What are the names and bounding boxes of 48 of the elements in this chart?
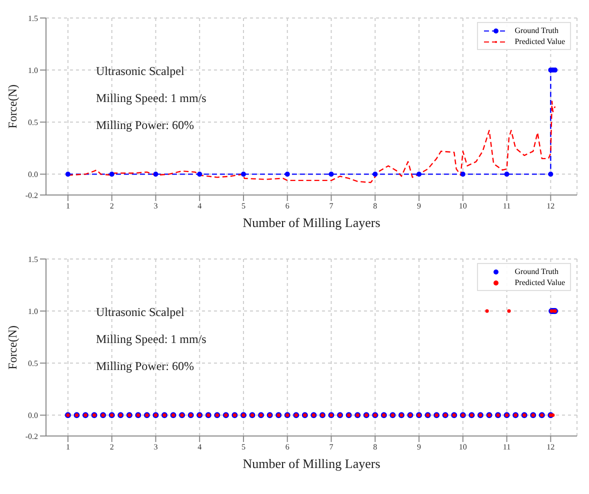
x-tick-label: 12 [546,442,555,452]
x-tick-label: 4 [198,202,202,211]
x-tick-label: 11 [502,442,511,452]
x-tick-label: 9 [417,202,422,211]
x-tick-label: 2 [110,442,114,452]
y-tick-label: 1.0 [28,66,38,75]
legend-label: Ground Truth [514,25,559,36]
x-tick-label: 6 [285,442,290,452]
x-tick-label: 8 [373,202,378,211]
y-tick-label: 0.5 [28,118,38,127]
annotation: Milling Speed: 1 mm/s [96,332,206,347]
x-tick-label: 11 [502,202,511,211]
annotation: Ultrasonic Scalpel [96,64,184,79]
y-tick-label: 1.5 [28,14,38,23]
x-tick-label: 1 [66,442,70,452]
x-tick-label: 10 [458,442,467,452]
y-tick-label: 1.5 [28,254,38,264]
y-tick-label: -0.2 [25,190,38,200]
annotation: Milling Power: 60% [96,359,194,374]
x-tick-label: 10 [458,202,467,211]
x-tick-label: 1 [66,202,70,211]
x-tick-label: 7 [329,442,334,452]
y-tick-label: 0.5 [28,358,38,368]
annotation: Ultrasonic Scalpel [96,305,184,320]
x-tick-label: 5 [241,202,246,211]
x-tick-label: 3 [154,202,158,211]
x-tick-label: 8 [373,442,378,452]
x-tick-label: 6 [285,202,290,211]
x-axis-title: Number of Milling Layers [242,456,380,471]
annotation: Milling Power: 60% [96,118,194,133]
x-tick-label: 3 [154,442,158,452]
x-tick-label: 2 [110,202,114,211]
x-tick-label: 5 [241,442,246,452]
x-tick-label: 4 [198,442,202,452]
legend-label: Predicted Value [514,36,565,47]
y-tick-label: 1.0 [28,306,38,316]
annotation: Milling Speed: 1 mm/s [96,91,206,106]
x-tick-label: 9 [417,442,422,452]
x-tick-label: 7 [329,202,334,211]
y-axis-title: Force(N) [5,84,20,128]
y-tick-label: 0.0 [28,170,38,180]
y-axis-title: Force(N) [5,326,20,370]
x-tick-label: 12 [546,202,555,211]
legend-label: Ground Truth [514,266,559,277]
y-tick-label: 0.0 [28,411,38,420]
x-axis-title: Number of Milling Layers [242,215,380,230]
y-tick-label: -0.2 [25,432,38,441]
legend-label: Predicted Value [514,277,565,288]
